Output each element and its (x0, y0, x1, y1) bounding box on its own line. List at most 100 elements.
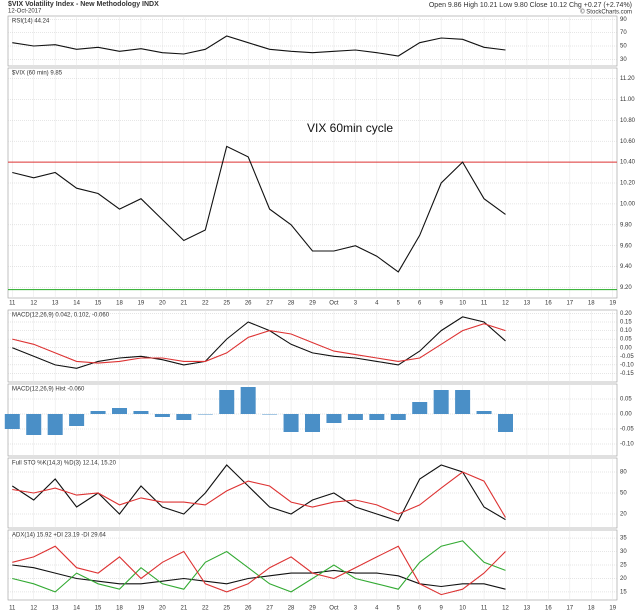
y-tick-label: 25 (620, 563, 627, 569)
bar (369, 414, 385, 420)
x-tick-label: 6 (418, 301, 422, 307)
y-tick-label: 9.80 (620, 222, 632, 228)
x-tick-label: 4 (375, 606, 379, 612)
bar (69, 414, 85, 426)
x-tick-label: 22 (202, 606, 209, 612)
x-tick-label: 26 (245, 606, 252, 612)
y-tick-label: 0.00 (620, 412, 632, 418)
x-tick-label: 20 (159, 301, 166, 307)
y-tick-label: 0.20 (620, 311, 632, 317)
y-tick-label: 70 (620, 30, 627, 36)
bar (90, 411, 106, 414)
y-tick-label: 10.60 (620, 139, 636, 145)
x-tick-label: 25 (223, 301, 230, 307)
x-tick-label: 13 (52, 606, 59, 612)
y-tick-label: 30 (620, 57, 627, 63)
bar (412, 402, 428, 414)
bar (433, 390, 449, 414)
bar (497, 414, 513, 432)
x-tick-label: 19 (138, 606, 145, 612)
bar (326, 414, 342, 423)
y-tick-label: 0.10 (620, 328, 632, 334)
bar (26, 414, 42, 435)
y-tick-label: 10.00 (620, 201, 636, 207)
y-tick-label: 11.00 (620, 97, 635, 103)
x-tick-label: 5 (397, 606, 401, 612)
x-tick-label: 12 (30, 606, 37, 612)
line (12, 564, 506, 590)
x-tick-label: 20 (159, 606, 166, 612)
y-tick-label: 0.05 (620, 337, 632, 343)
x-tick-label: 11 (481, 606, 488, 612)
bar (133, 411, 149, 414)
x-tick-label: 16 (545, 606, 552, 612)
x-tick-label: 11 (481, 301, 488, 307)
x-tick-label: Oct (329, 606, 339, 612)
y-tick-label: 0.05 (620, 397, 632, 403)
line (12, 145, 506, 273)
y-tick-label: -0.10 (620, 362, 634, 368)
bar (304, 414, 321, 432)
y-tick-label: 80 (620, 470, 627, 476)
line (12, 323, 506, 364)
line (11, 464, 506, 522)
y-tick-label: 11.20 (620, 76, 635, 82)
x-tick-label: 3 (354, 606, 358, 612)
x-tick-label: 13 (52, 301, 59, 307)
y-tick-label: 30 (620, 549, 627, 555)
legend: RSI(14) 44.24 (12, 19, 50, 25)
bar (240, 387, 256, 414)
x-tick-label: 21 (180, 606, 187, 612)
x-tick-label: 17 (566, 606, 573, 612)
x-tick-label: 29 (309, 606, 316, 612)
x-tick-label: 13 (524, 606, 531, 612)
y-tick-label: 50 (620, 44, 627, 50)
legend: $VIX (60 min) 9.85 (12, 71, 63, 77)
legend: MACD(12,26,9) Hist -0.060 (12, 387, 85, 393)
x-tick-label: 5 (397, 301, 401, 307)
x-tick-label: 18 (116, 606, 123, 612)
annotation: VIX 60min cycle (307, 121, 393, 135)
bar (347, 414, 363, 420)
y-tick-label: 15 (620, 590, 627, 596)
line (12, 545, 506, 596)
legend: MACD(12,26,9) 0.042, 0.102, -0.060 (12, 313, 110, 319)
bar (47, 414, 63, 435)
x-tick-label: 6 (418, 606, 422, 612)
x-tick-label: 3 (354, 301, 358, 307)
x-tick-label: 19 (138, 301, 145, 307)
x-tick-label: 19 (609, 606, 616, 612)
bar (262, 414, 278, 415)
x-tick-label: 12 (502, 606, 509, 612)
y-tick-label: -0.15 (620, 371, 634, 377)
y-tick-label: 10.20 (620, 181, 636, 187)
x-tick-label: 18 (116, 301, 123, 307)
x-tick-label: 22 (202, 301, 209, 307)
x-tick-label: 16 (545, 301, 552, 307)
bar (197, 414, 213, 415)
bar (219, 390, 235, 414)
bar (455, 390, 471, 414)
y-tick-label: 9.20 (620, 285, 632, 291)
bar (112, 408, 128, 414)
x-tick-label: 25 (223, 606, 230, 612)
x-tick-label: 11 (9, 301, 16, 307)
x-tick-label: 9 (439, 606, 443, 612)
line (12, 35, 506, 57)
x-tick-label: 12 (30, 301, 37, 307)
y-tick-label: 9.60 (620, 243, 632, 249)
x-tick-label: Oct (329, 301, 339, 307)
y-tick-label: 90 (620, 17, 627, 23)
x-tick-label: 12 (502, 301, 509, 307)
x-tick-label: 10 (459, 301, 466, 307)
x-tick-label: 10 (459, 606, 466, 612)
y-tick-label: 10.40 (620, 160, 636, 166)
bar (390, 414, 406, 420)
y-tick-label: 0.00 (620, 345, 632, 351)
legend: ADX(14) 15.92 +DI 23.19 -DI 29.64 (12, 533, 107, 539)
y-tick-label: 20 (620, 512, 627, 518)
y-tick-label: -0.10 (620, 442, 634, 448)
line (12, 471, 506, 518)
x-tick-label: 19 (609, 301, 616, 307)
x-tick-label: 4 (375, 301, 379, 307)
